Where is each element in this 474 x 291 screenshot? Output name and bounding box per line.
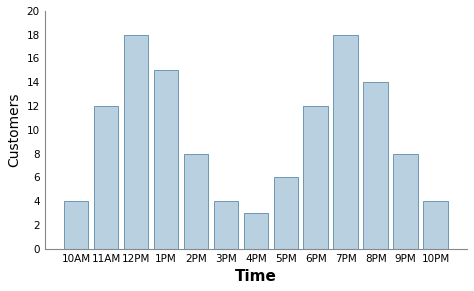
- Bar: [303, 106, 328, 249]
- Bar: [183, 154, 208, 249]
- X-axis label: Time: Time: [235, 269, 277, 284]
- Y-axis label: Customers: Customers: [7, 93, 21, 167]
- Bar: [364, 82, 388, 249]
- Bar: [214, 201, 238, 249]
- Bar: [333, 35, 358, 249]
- Bar: [154, 70, 178, 249]
- Bar: [393, 154, 418, 249]
- Bar: [273, 177, 298, 249]
- Bar: [94, 106, 118, 249]
- Bar: [124, 35, 148, 249]
- Bar: [64, 201, 88, 249]
- Bar: [423, 201, 448, 249]
- Bar: [244, 213, 268, 249]
